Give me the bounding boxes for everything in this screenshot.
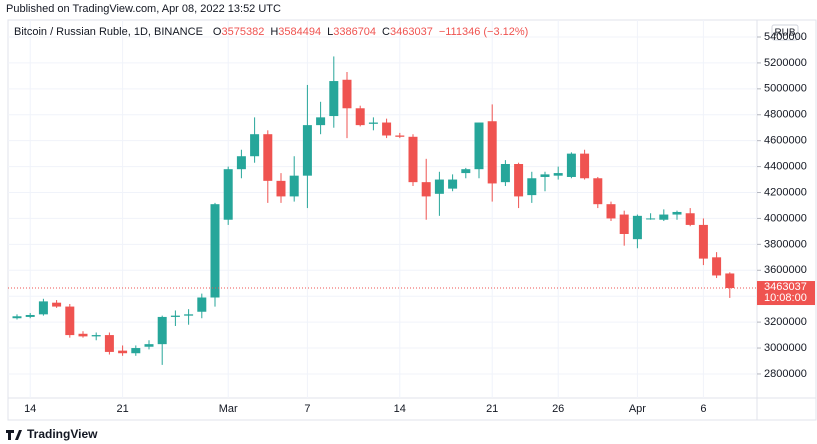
candle-body bbox=[223, 169, 233, 220]
candle-body bbox=[210, 204, 220, 298]
candle-body bbox=[78, 333, 88, 337]
candle-body bbox=[263, 134, 273, 181]
candle-body bbox=[712, 257, 722, 276]
y-tick-label: 3800000 bbox=[764, 238, 807, 250]
ohlc-key: L bbox=[327, 26, 333, 38]
candle-body bbox=[236, 156, 246, 170]
x-tick-label: 14 bbox=[24, 403, 36, 415]
candle-body bbox=[461, 169, 471, 174]
candle-body bbox=[368, 122, 378, 124]
x-tick-label: 21 bbox=[486, 403, 498, 415]
x-tick-label: 21 bbox=[116, 403, 128, 415]
candle-body bbox=[12, 316, 22, 319]
candle-body bbox=[632, 215, 642, 240]
ohlc-key: O bbox=[213, 26, 222, 38]
candle-body bbox=[500, 164, 510, 183]
candle-body bbox=[104, 335, 114, 352]
ohlc-key: C bbox=[382, 26, 390, 38]
x-tick-label: 26 bbox=[552, 403, 564, 415]
x-tick-label: 7 bbox=[304, 403, 310, 415]
candle-body bbox=[553, 173, 563, 176]
candle-body bbox=[619, 214, 629, 234]
candle-body bbox=[606, 204, 616, 219]
currency-badge bbox=[771, 24, 799, 41]
candle-body bbox=[593, 178, 603, 205]
candle-body bbox=[144, 344, 154, 347]
y-tick-label: 5200000 bbox=[764, 57, 807, 69]
y-tick-label: 4400000 bbox=[764, 161, 807, 173]
candle-body bbox=[118, 350, 128, 354]
last-price-label: 3463037 bbox=[764, 281, 807, 293]
candle-body bbox=[408, 136, 418, 183]
y-tick-label: 4800000 bbox=[764, 109, 807, 121]
candle-body bbox=[276, 180, 286, 197]
candle-body bbox=[434, 179, 444, 194]
y-tick-label: 3600000 bbox=[764, 264, 807, 276]
candle-body bbox=[52, 302, 62, 307]
ohlc-value: 3584494 bbox=[278, 26, 321, 38]
candle-body bbox=[685, 213, 695, 225]
candle-body bbox=[725, 273, 735, 289]
candle-body bbox=[342, 79, 352, 109]
y-tick-label: 3000000 bbox=[764, 342, 807, 354]
candle-body bbox=[540, 174, 550, 177]
x-tick-label: Mar bbox=[219, 403, 238, 415]
x-tick-label: 14 bbox=[394, 403, 406, 415]
candle-body bbox=[157, 316, 167, 345]
candle-body bbox=[184, 314, 194, 316]
candle-body bbox=[197, 297, 207, 312]
candle-body bbox=[170, 315, 180, 317]
ohlc-value: 3463037 bbox=[390, 26, 433, 38]
candle-body bbox=[329, 81, 339, 117]
last-price-box bbox=[757, 281, 815, 306]
candle-body bbox=[65, 306, 75, 336]
brand: TradingView bbox=[27, 427, 98, 441]
candle-body bbox=[382, 122, 392, 136]
currency: RUB bbox=[774, 28, 795, 39]
chart-title: Bitcoin / Russian Ruble, 1D, BINANCE bbox=[14, 26, 203, 38]
ohlc-value: 3386704 bbox=[333, 26, 376, 38]
candle-body bbox=[672, 211, 682, 215]
candle-body bbox=[487, 121, 497, 184]
chart-header: Bitcoin / Russian Ruble, 1D, BINANCE O357… bbox=[14, 26, 528, 38]
candle-body bbox=[355, 108, 365, 126]
candle-body bbox=[448, 179, 458, 189]
candle-body bbox=[131, 348, 141, 354]
footer-logo: TradingView bbox=[6, 427, 98, 441]
candle-body bbox=[646, 218, 656, 220]
candle-body bbox=[698, 224, 708, 259]
y-tick-label: 2800000 bbox=[764, 368, 807, 380]
candles bbox=[8, 20, 757, 398]
candle-body bbox=[514, 164, 524, 197]
ohlc-value: 3575382 bbox=[221, 26, 264, 38]
x-tick-label: 6 bbox=[700, 403, 706, 415]
y-tick-label: 4600000 bbox=[764, 135, 807, 147]
candle-body bbox=[421, 182, 431, 197]
candle-body bbox=[302, 125, 312, 176]
y-tick-label: 4200000 bbox=[764, 186, 807, 198]
candle-body bbox=[25, 314, 35, 317]
change: −111346 (−3.12%) bbox=[439, 26, 529, 38]
published-note: Published on TradingView.com, Apr 08, 20… bbox=[6, 3, 281, 15]
candle-body bbox=[38, 301, 48, 315]
candle-body bbox=[659, 214, 669, 220]
ohlc-key: H bbox=[270, 26, 278, 38]
candle-body bbox=[474, 122, 484, 170]
countdown: 10:08:00 bbox=[764, 292, 807, 304]
candle-body bbox=[289, 175, 299, 197]
candle-body bbox=[250, 134, 260, 157]
chart-frame bbox=[7, 19, 817, 421]
y-tick-label: 5000000 bbox=[764, 83, 807, 95]
candle-body bbox=[580, 153, 590, 179]
candle-body bbox=[395, 135, 405, 137]
y-tick-label: 5400000 bbox=[764, 31, 807, 43]
candle-body bbox=[316, 117, 326, 126]
candle-body bbox=[91, 335, 101, 337]
candle-body bbox=[527, 178, 537, 196]
y-tick-label: 3200000 bbox=[764, 316, 807, 328]
candle-body bbox=[566, 153, 576, 177]
y-tick-label: 4000000 bbox=[764, 212, 807, 224]
x-tick-label: Apr bbox=[629, 403, 646, 415]
